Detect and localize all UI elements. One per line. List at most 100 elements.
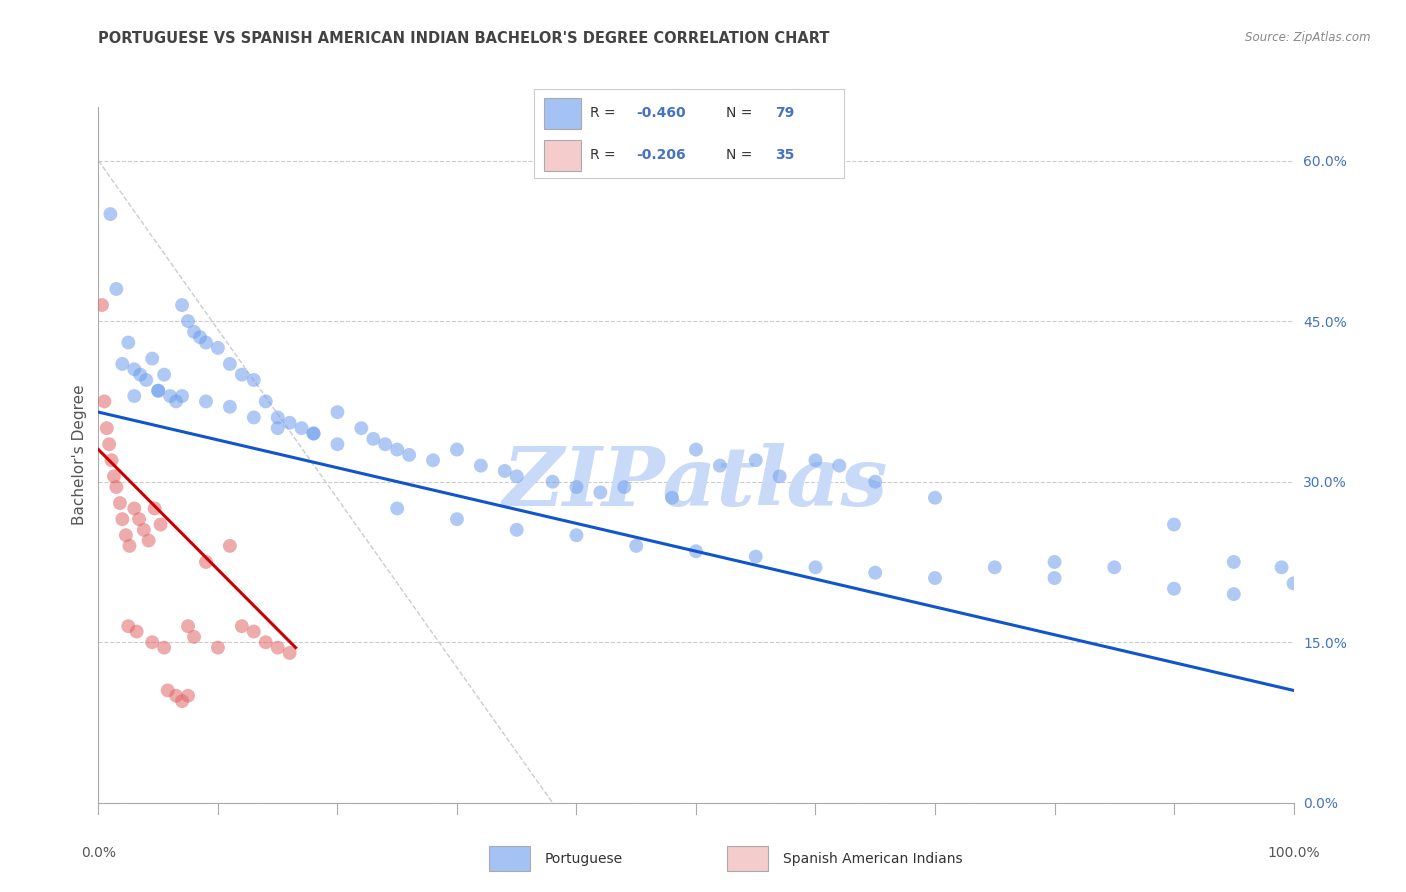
Point xyxy=(117,335,139,350)
Point xyxy=(124,362,146,376)
Point xyxy=(177,314,200,328)
Point xyxy=(148,384,170,398)
Point xyxy=(183,325,205,339)
Point xyxy=(93,394,115,409)
Point xyxy=(118,539,141,553)
Point xyxy=(661,491,683,505)
Point xyxy=(446,442,468,457)
Point xyxy=(613,480,636,494)
Point xyxy=(1222,587,1246,601)
Point xyxy=(172,298,194,312)
Point xyxy=(153,368,176,382)
Point xyxy=(138,533,160,548)
Point xyxy=(207,341,229,355)
Point xyxy=(1043,571,1066,585)
Point xyxy=(1043,555,1066,569)
Point xyxy=(165,394,187,409)
Point xyxy=(231,619,253,633)
Point xyxy=(149,517,172,532)
Point xyxy=(828,458,851,473)
Point xyxy=(165,689,187,703)
Text: R =: R = xyxy=(591,106,620,120)
Point xyxy=(626,539,648,553)
Point xyxy=(565,528,588,542)
Point xyxy=(132,523,155,537)
Point xyxy=(745,453,768,467)
Point xyxy=(363,432,385,446)
Point xyxy=(194,335,218,350)
Point xyxy=(172,694,194,708)
Point xyxy=(243,373,266,387)
Text: N =: N = xyxy=(725,148,756,162)
Point xyxy=(302,426,325,441)
Y-axis label: Bachelor's Degree: Bachelor's Degree xyxy=(72,384,87,525)
Point xyxy=(1163,582,1185,596)
Point xyxy=(159,389,181,403)
Text: 79: 79 xyxy=(776,106,794,120)
Point xyxy=(278,416,301,430)
Point xyxy=(350,421,373,435)
Point xyxy=(374,437,396,451)
Point xyxy=(541,475,564,489)
Point xyxy=(924,491,946,505)
Point xyxy=(565,480,588,494)
Point xyxy=(243,624,266,639)
Point xyxy=(135,373,157,387)
Point xyxy=(219,539,242,553)
Text: Source: ZipAtlas.com: Source: ZipAtlas.com xyxy=(1246,31,1371,45)
Point xyxy=(278,646,301,660)
Point xyxy=(219,357,242,371)
Point xyxy=(385,501,409,516)
FancyBboxPatch shape xyxy=(489,847,530,871)
Point xyxy=(290,421,312,435)
FancyBboxPatch shape xyxy=(727,847,768,871)
Point xyxy=(506,523,529,537)
Point xyxy=(398,448,420,462)
Point xyxy=(385,442,409,457)
Point xyxy=(1102,560,1125,574)
Point xyxy=(141,351,163,366)
Point xyxy=(470,458,492,473)
Point xyxy=(446,512,468,526)
FancyBboxPatch shape xyxy=(544,140,581,171)
Point xyxy=(804,453,827,467)
Point xyxy=(302,426,325,441)
Point xyxy=(863,475,887,489)
Point xyxy=(111,357,134,371)
Point xyxy=(153,640,176,655)
Point xyxy=(267,640,290,655)
Point xyxy=(172,389,194,403)
Point xyxy=(124,389,146,403)
Point xyxy=(326,405,349,419)
Point xyxy=(1282,576,1305,591)
Point xyxy=(863,566,887,580)
Point xyxy=(207,640,229,655)
Point xyxy=(422,453,444,467)
Point xyxy=(98,207,122,221)
Point xyxy=(183,630,205,644)
Point xyxy=(105,480,128,494)
Point xyxy=(685,442,707,457)
Point xyxy=(115,528,138,542)
Point xyxy=(219,400,242,414)
Point xyxy=(254,394,277,409)
Point xyxy=(924,571,946,585)
Point xyxy=(117,619,139,633)
Point xyxy=(709,458,731,473)
Text: -0.460: -0.460 xyxy=(637,106,686,120)
Point xyxy=(267,410,290,425)
Point xyxy=(685,544,707,558)
Point xyxy=(100,453,122,467)
Point xyxy=(124,501,146,516)
Point xyxy=(1222,555,1246,569)
Point xyxy=(768,469,790,483)
Point xyxy=(103,469,125,483)
Point xyxy=(143,501,166,516)
Text: 0.0%: 0.0% xyxy=(82,846,115,860)
Text: Portuguese: Portuguese xyxy=(546,852,623,865)
Point xyxy=(1163,517,1185,532)
Point xyxy=(98,437,121,451)
Point xyxy=(177,689,200,703)
Point xyxy=(804,560,827,574)
Point xyxy=(745,549,768,564)
